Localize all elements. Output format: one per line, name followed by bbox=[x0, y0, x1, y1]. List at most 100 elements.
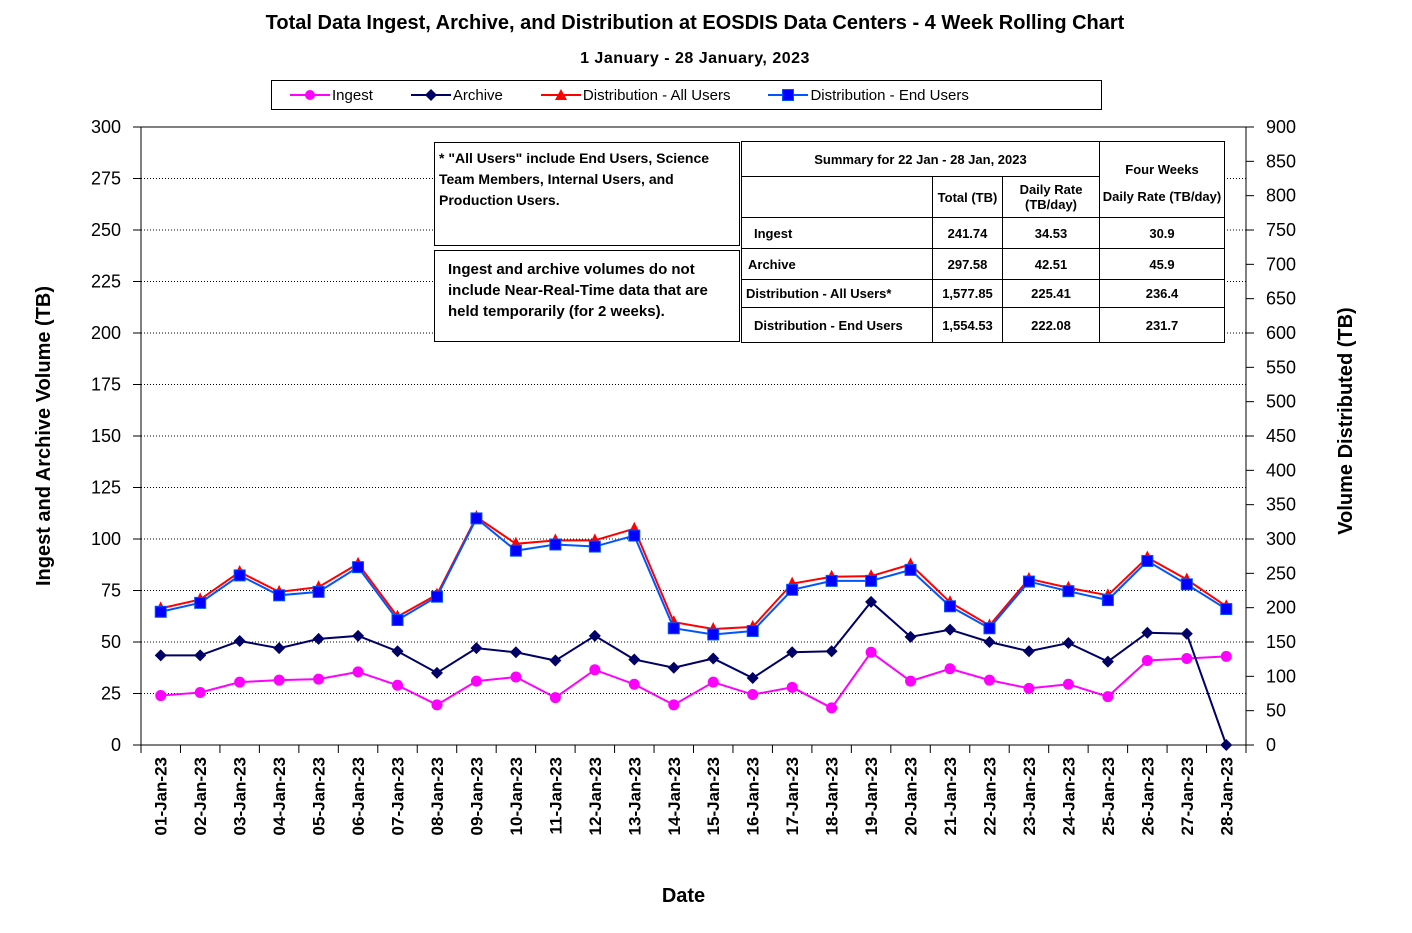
point-distribution-end-users bbox=[154, 605, 167, 618]
y2-tick-label: 0 bbox=[1266, 735, 1276, 755]
point-distribution-end-users bbox=[470, 512, 483, 525]
y-tick-label: 200 bbox=[91, 323, 121, 343]
y-tick-label: 25 bbox=[101, 684, 121, 704]
point-archive bbox=[352, 629, 365, 642]
point-ingest bbox=[470, 675, 482, 687]
point-distribution-end-users bbox=[1180, 578, 1193, 591]
point-archive bbox=[707, 652, 720, 665]
summary-row-label: Distribution - All Users* bbox=[741, 279, 933, 308]
point-archive bbox=[746, 672, 759, 685]
x-tick-label: 27-Jan-23 bbox=[1178, 757, 1197, 835]
y2-tick-label: 350 bbox=[1266, 495, 1296, 515]
point-archive bbox=[865, 595, 878, 608]
y2-tick-label: 650 bbox=[1266, 289, 1296, 309]
point-archive bbox=[549, 654, 562, 667]
summary-row-four-weeks: 45.9 bbox=[1099, 248, 1225, 280]
point-distribution-end-users bbox=[273, 589, 286, 602]
point-ingest bbox=[194, 686, 206, 698]
y-tick-label: 125 bbox=[91, 478, 121, 498]
point-distribution-end-users bbox=[786, 583, 799, 596]
summary-row-four-weeks: 231.7 bbox=[1099, 307, 1225, 343]
point-ingest bbox=[747, 689, 759, 701]
point-distribution-end-users bbox=[904, 563, 917, 576]
y2-tick-label: 300 bbox=[1266, 529, 1296, 549]
point-ingest bbox=[313, 673, 325, 685]
point-distribution-end-users bbox=[865, 574, 878, 587]
y2-tick-label: 450 bbox=[1266, 426, 1296, 446]
point-ingest bbox=[392, 679, 404, 691]
point-distribution-end-users bbox=[391, 614, 404, 627]
y2-tick-label: 200 bbox=[1266, 598, 1296, 618]
legend-item-ingest: Ingest bbox=[290, 87, 373, 104]
x-tick-label: 01-Jan-23 bbox=[152, 757, 171, 835]
legend-label-archive: Archive bbox=[452, 86, 503, 104]
y2-tick-label: 150 bbox=[1266, 632, 1296, 652]
point-distribution-end-users bbox=[1141, 554, 1154, 567]
point-archive bbox=[904, 630, 917, 643]
y2-tick-label: 500 bbox=[1266, 392, 1296, 412]
legend-item-dist-end: Distribution - End Users bbox=[768, 87, 969, 104]
x-tick-label: 03-Jan-23 bbox=[231, 757, 250, 835]
series-line-archive bbox=[160, 600, 1228, 746]
point-distribution-end-users bbox=[588, 540, 601, 553]
y2-axis-title: Volume Distributed (TB) bbox=[1335, 307, 1357, 534]
point-archive bbox=[391, 645, 404, 658]
y-tick-label: 100 bbox=[91, 529, 121, 549]
summary-row-total: 1,577.85 bbox=[932, 279, 1003, 308]
point-archive bbox=[1180, 627, 1193, 640]
point-ingest bbox=[826, 702, 838, 714]
point-archive bbox=[194, 649, 207, 662]
x-tick-label: 23-Jan-23 bbox=[1020, 757, 1039, 835]
chart-subtitle: 1 January - 28 January, 2023 bbox=[580, 50, 810, 67]
x-tick-label: 05-Jan-23 bbox=[310, 757, 329, 835]
y-axis-title: Ingest and Archive Volume (TB) bbox=[33, 286, 55, 586]
point-archive bbox=[1220, 739, 1233, 751]
x-tick-label: 25-Jan-23 bbox=[1099, 757, 1118, 835]
y2-tick-label: 850 bbox=[1266, 151, 1296, 171]
point-ingest bbox=[234, 676, 246, 688]
point-distribution-end-users bbox=[707, 628, 720, 641]
x-tick-label: 16-Jan-23 bbox=[744, 757, 763, 835]
summary-table: Summary for 22 Jan - 28 Jan, 2023 Four W… bbox=[741, 141, 1225, 343]
y-tick-label: 150 bbox=[91, 426, 121, 446]
note-nrt: Ingest and archive volumes do not includ… bbox=[434, 250, 740, 342]
x-tick-label: 12-Jan-23 bbox=[586, 757, 605, 835]
point-ingest bbox=[707, 676, 719, 688]
point-distribution-end-users bbox=[1062, 585, 1075, 598]
point-ingest bbox=[352, 666, 364, 678]
point-distribution-end-users bbox=[549, 538, 562, 551]
x-tick-label: 15-Jan-23 bbox=[704, 757, 723, 835]
point-archive bbox=[509, 646, 522, 659]
axis-labels: 0 25 50 75 100 125 150 175 200 225 250 275 300 0 50 100… bbox=[33, 117, 1357, 907]
point-distribution-end-users bbox=[1022, 575, 1035, 588]
x-tick-label: 22-Jan-23 bbox=[980, 757, 999, 835]
legend-item-dist-all: Distribution - All Users bbox=[540, 86, 731, 104]
y2-tick-label: 750 bbox=[1266, 220, 1296, 240]
summary-four-weeks: Four Weeks bbox=[1099, 141, 1225, 177]
point-archive bbox=[628, 653, 641, 666]
x-tick-label: 24-Jan-23 bbox=[1059, 757, 1078, 835]
legend-label-dist-all: Distribution - All Users bbox=[582, 86, 731, 104]
point-archive bbox=[233, 634, 246, 647]
summary-row-label: Ingest bbox=[741, 217, 933, 249]
point-ingest bbox=[983, 674, 995, 686]
point-archive bbox=[430, 666, 443, 679]
y-tick-label: 250 bbox=[91, 220, 121, 240]
summary-col-fw-daily: Daily Rate (TB/day) bbox=[1099, 176, 1225, 218]
x-tick-label: 19-Jan-23 bbox=[862, 757, 881, 835]
summary-row-daily: 34.53 bbox=[1002, 217, 1100, 249]
point-archive bbox=[667, 661, 680, 674]
x-tick-label: 13-Jan-23 bbox=[625, 757, 644, 835]
point-distribution-end-users bbox=[746, 625, 759, 638]
legend: Ingest Archive Distribution - All Users … bbox=[271, 80, 1102, 110]
point-ingest bbox=[628, 678, 640, 690]
x-tick-label: 08-Jan-23 bbox=[428, 757, 447, 835]
point-distribution-end-users bbox=[1101, 594, 1114, 607]
point-archive bbox=[1101, 655, 1114, 668]
point-archive bbox=[312, 632, 325, 645]
summary-row-total: 241.74 bbox=[932, 217, 1003, 249]
series-line-ingest bbox=[160, 650, 1227, 710]
point-archive bbox=[588, 629, 601, 642]
y-tick-label: 300 bbox=[91, 117, 121, 137]
point-ingest bbox=[1181, 652, 1193, 664]
